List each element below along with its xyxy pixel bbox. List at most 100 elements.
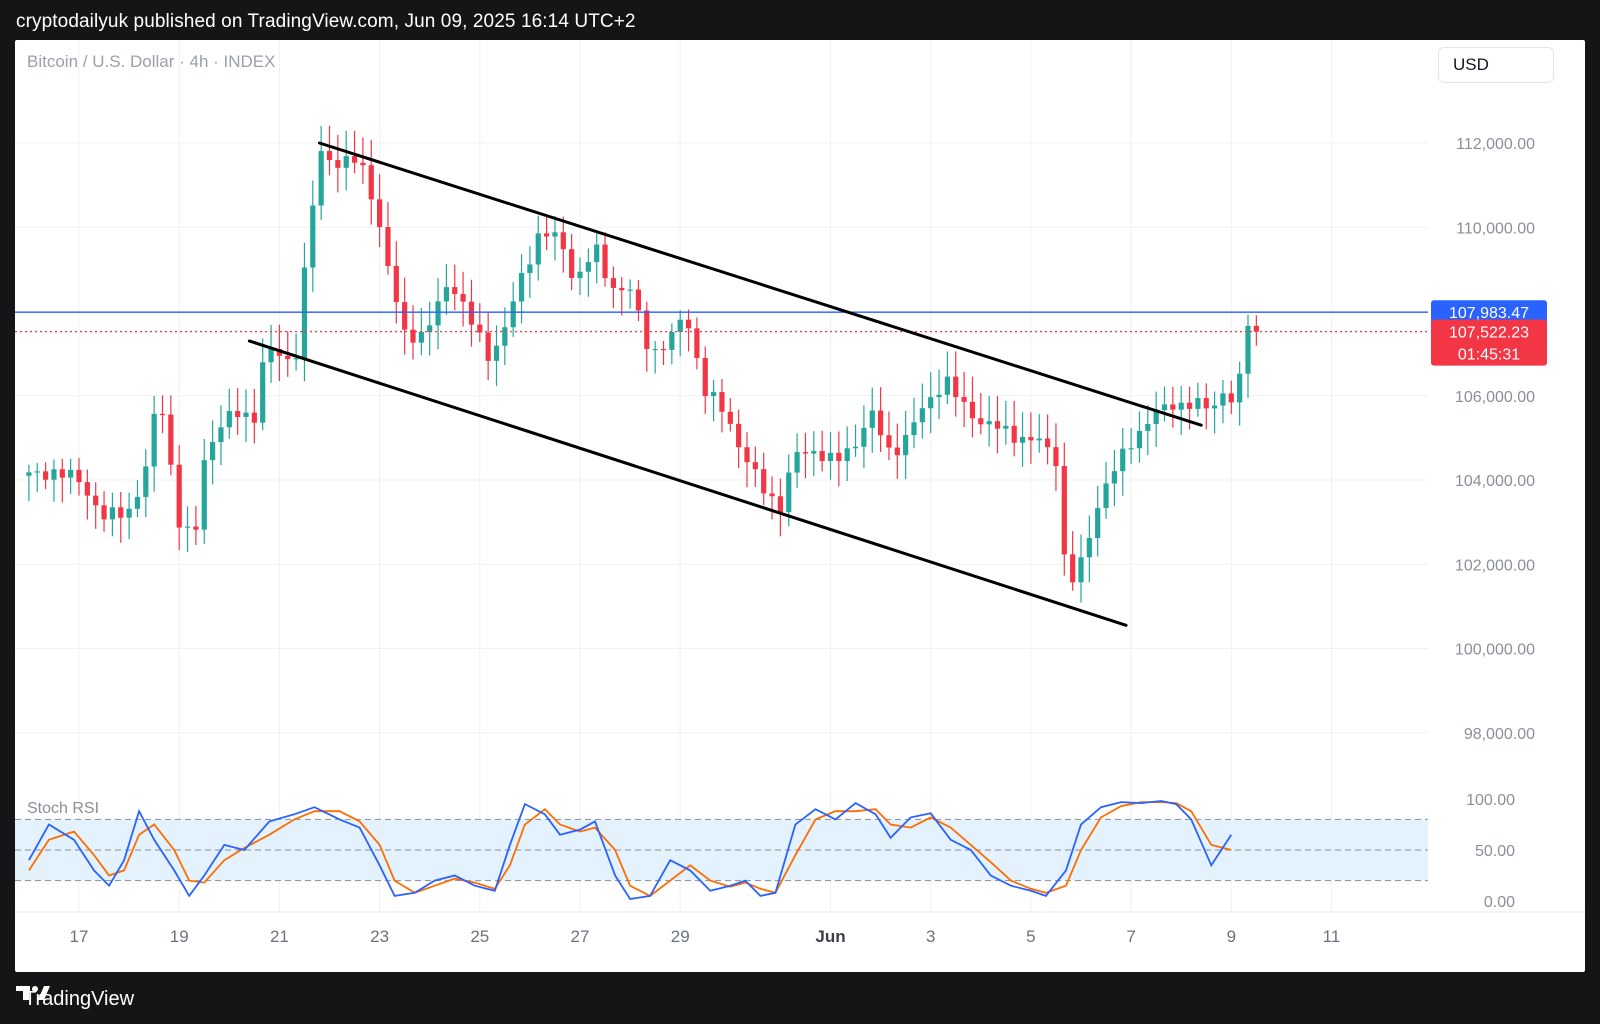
channel-trendline [247,339,1128,627]
candle-body [1245,325,1251,374]
stoch-k-line [28,800,1233,900]
candle-body [468,301,475,325]
candle-body [761,469,767,494]
candle-body [610,278,616,288]
price-axis-label: 110,000.00 [1456,220,1535,237]
candle-body [869,410,875,428]
candle-body [786,472,792,513]
currency-selector[interactable]: USD [1438,47,1554,83]
time-axis-label: 23 [370,927,389,946]
candle-body [969,401,976,419]
candle-body [1237,373,1243,403]
candle-body [936,394,942,398]
price-axis-label: 112,000.00 [1456,136,1535,153]
candle-body [635,289,642,311]
tradingview-footer: TradingView [16,984,134,1014]
channel-trendline [317,141,1203,427]
price-axis-label: 100,000.00 [1455,642,1535,659]
candle-body [168,414,174,465]
candle-body [176,464,182,528]
candle-body [143,466,149,497]
candle-body [268,349,274,363]
candle-body [1086,538,1092,558]
candle-body [886,435,892,448]
candle-body [101,505,107,520]
candle-body [1061,466,1067,555]
candle-body [685,319,692,329]
time-axis-label: 21 [270,927,289,946]
candle-body [452,287,458,295]
candle-body [727,411,733,424]
candle-body [318,151,324,206]
candle-body [844,448,850,462]
high-price-tag [1431,300,1547,325]
time-axis-label: Jun [815,927,845,946]
candle-body [285,355,291,360]
price-axis-label: 98,000.00 [1464,726,1535,743]
candle-body [602,244,608,279]
candle-body [744,447,750,463]
candle-body [819,451,825,462]
candle-body [944,376,950,395]
candle-body [1078,557,1084,583]
candle-body [418,331,424,343]
candle-body [184,526,191,528]
time-axis-label: 9 [1227,927,1236,946]
candle-body [644,310,650,350]
price-chart[interactable]: 112,000.00 110,000.00 106,000.00 104,000.00… [15,40,1585,972]
candle-body [51,469,57,480]
symbol-label: Bitcoin / U.S. Dollar · 4h · INDEX [27,52,276,71]
candle-body [677,319,683,333]
candle-body [235,411,241,417]
candle-body [218,427,224,443]
candle-body [928,397,934,409]
candle-body [43,471,49,480]
candle-body [1045,438,1051,448]
candle-body [1195,398,1201,409]
candle-body [126,508,132,518]
last-price-tag [1431,319,1547,366]
candle-body [569,249,575,278]
time-axis-label: 3 [926,927,935,946]
candle-body [660,348,667,351]
candle-body [544,233,550,237]
candle-body [402,302,408,330]
candle-body [1070,554,1076,583]
publisher-header: cryptodailyuk published on TradingView.c… [16,11,636,32]
candle-body [1036,438,1042,441]
candle-body [894,447,900,456]
candle-body [518,272,525,302]
chart-panel[interactable]: 112,000.00 110,000.00 106,000.00 104,000.00… [15,40,1585,972]
candle-body [510,301,516,328]
candle-body [159,413,166,416]
time-axis-label: 7 [1126,927,1135,946]
candle-body [1153,410,1159,424]
countdown-label: 01:45:31 [1458,347,1520,364]
time-axis-label: 25 [470,927,489,946]
candle-body [502,327,508,346]
candle-body [911,422,917,436]
candle-body [527,264,533,273]
candle-body [443,287,449,302]
candle-body [711,392,717,396]
candle-body [836,452,842,462]
candle-body [1028,436,1034,441]
candle-body [535,233,541,265]
candle-body [1178,402,1184,410]
candle-body [460,294,466,302]
candle-body [919,408,925,423]
candle-body [961,397,967,402]
candle-body [827,452,834,462]
candle-body [260,362,266,423]
candle-body [1170,404,1176,410]
high-price-tag-label: 107,983.47 [1449,305,1529,322]
candle-body [978,418,984,425]
candle-body [794,452,800,473]
candle-body [493,345,500,361]
candle-body [1203,398,1209,409]
candle-body [1095,508,1101,539]
candle-body [994,421,1001,429]
candle-body [410,329,416,343]
candle-body [1220,393,1226,406]
candle-body [852,446,859,449]
